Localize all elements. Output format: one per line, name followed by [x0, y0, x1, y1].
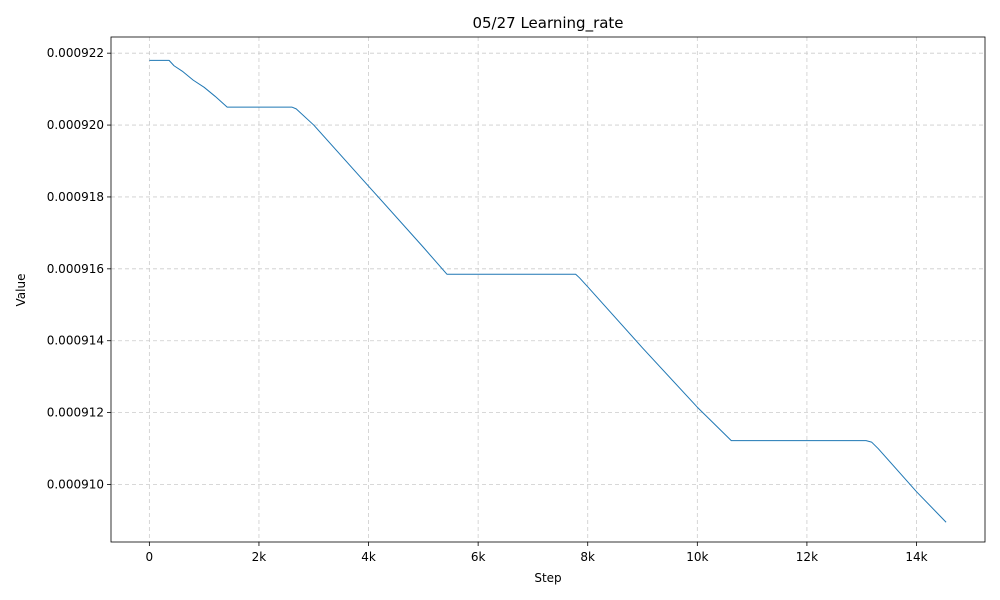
x-tick-label: 6k [471, 550, 486, 564]
y-tick-label: 0.000914 [47, 334, 104, 348]
series-layer [149, 59, 947, 523]
chart-title: 05/27 Learning_rate [472, 14, 623, 33]
y-tick-label: 0.000910 [47, 477, 104, 491]
plot-frame [110, 36, 986, 543]
x-tick-label: 0 [146, 550, 154, 564]
x-axis-ticks: 0 2k 4k 6k 8k 10k 12k 14k [146, 542, 928, 564]
grid [111, 37, 985, 542]
x-tick-label: 10k [686, 550, 708, 564]
y-tick-label: 0.000922 [47, 46, 104, 60]
x-axis-title: Step [534, 571, 561, 585]
series-line [149, 59, 947, 523]
x-tick-label: 14k [905, 550, 927, 564]
x-tick-label: 2k [252, 550, 267, 564]
x-tick-label: 4k [361, 550, 376, 564]
y-tick-label: 0.000912 [47, 406, 104, 420]
y-axis-ticks: 0.000910 0.000912 0.000914 0.000916 0.000918… [47, 46, 111, 491]
x-tick-label: 12k [796, 550, 818, 564]
y-axis-title: Value [14, 274, 28, 307]
y-tick-label: 0.000918 [47, 190, 104, 204]
x-tick-label: 8k [580, 550, 595, 564]
y-tick-label: 0.000920 [47, 118, 104, 132]
y-tick-label: 0.000916 [47, 262, 104, 276]
